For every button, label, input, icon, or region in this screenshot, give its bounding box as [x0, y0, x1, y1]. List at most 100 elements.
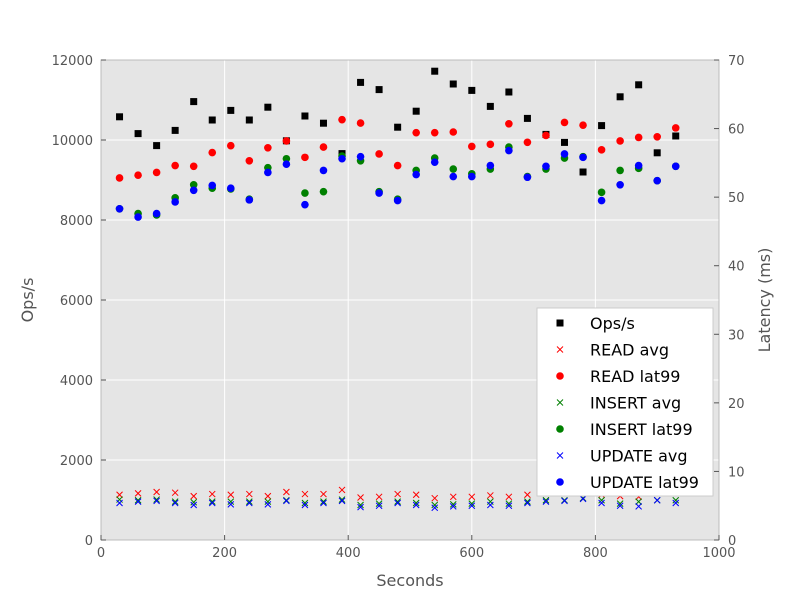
update-lat99-point	[597, 196, 606, 205]
update-lat99-point	[134, 213, 142, 221]
grid	[100, 59, 720, 541]
update-lat99-point	[338, 154, 346, 163]
legend-marker-update-lat99	[556, 478, 564, 486]
ops-s-point	[245, 116, 253, 124]
x-tick-label: 0	[97, 546, 105, 561]
update-avg-point	[245, 499, 253, 507]
update-lat99-point	[486, 161, 495, 170]
data-points	[115, 67, 680, 512]
update-avg-point	[505, 502, 513, 510]
insert-lat99-point	[282, 154, 291, 163]
ops-s-point	[116, 113, 124, 121]
insert-avg-point	[375, 500, 383, 508]
insert-avg-point	[171, 498, 179, 505]
read-avg-point	[116, 491, 123, 499]
update-avg-point	[635, 503, 643, 510]
ops-s-point	[208, 116, 216, 124]
read-lat99-point	[486, 140, 495, 149]
insert-avg-point	[542, 496, 550, 504]
y-tick-label: 12000	[52, 54, 93, 69]
ops-s-point	[153, 142, 161, 150]
update-avg-point	[190, 501, 198, 509]
ops-s-point	[431, 67, 439, 75]
read-lat99-point	[189, 162, 198, 171]
y2-tick-label: 50	[728, 191, 745, 206]
read-lat99-point	[152, 168, 161, 177]
read-lat99-point	[393, 161, 402, 170]
insert-avg-point	[505, 500, 513, 508]
ops-s-point	[264, 103, 272, 111]
ops-s-point	[394, 123, 402, 131]
update-avg-point	[153, 497, 160, 505]
update-lat99-point	[430, 158, 439, 166]
y-tick-label: 4000	[60, 374, 93, 389]
update-avg-point	[449, 503, 457, 510]
read-avg-point	[486, 492, 494, 499]
insert-avg-point	[598, 496, 605, 504]
update-avg-point	[320, 499, 327, 507]
read-avg-point	[431, 494, 439, 502]
ops-s-point	[190, 98, 198, 106]
update-lat99-point	[171, 198, 179, 206]
read-lat99-point	[356, 119, 365, 127]
ops-s-point	[319, 119, 327, 127]
update-avg-point	[561, 497, 568, 505]
insert-avg-point	[134, 496, 142, 504]
read-lat99-point	[542, 131, 550, 140]
insert-lat99-point	[301, 189, 309, 197]
update-lat99-point	[375, 189, 383, 197]
ops-s-point	[598, 122, 606, 130]
update-avg-point	[227, 500, 235, 508]
update-avg-point	[653, 496, 661, 504]
read-lat99-point	[671, 124, 680, 132]
read-lat99-point	[634, 133, 643, 142]
update-lat99-point	[301, 200, 309, 209]
update-lat99-point	[115, 205, 124, 213]
insert-avg-point	[301, 499, 309, 507]
update-avg-point	[598, 499, 605, 507]
read-lat99-point	[449, 128, 458, 136]
read-lat99-point	[375, 150, 383, 158]
read-lat99-point	[616, 137, 624, 145]
y-tick-label: 6000	[60, 294, 93, 309]
update-lat99-point	[264, 168, 272, 177]
ops-s-point	[523, 114, 531, 122]
update-avg-point	[468, 502, 476, 510]
insert-avg-point	[245, 498, 253, 505]
insert-avg-point	[635, 498, 643, 505]
update-avg-point	[412, 501, 420, 509]
y2-tick-label: 20	[728, 397, 745, 412]
read-lat99-point	[523, 138, 532, 147]
update-lat99-point	[393, 196, 402, 205]
read-lat99-point	[338, 115, 346, 124]
read-avg-point	[171, 489, 179, 497]
ops-s-point	[672, 132, 680, 140]
x-tick-label: 200	[212, 546, 237, 561]
update-avg-point	[116, 499, 123, 507]
read-avg-point	[264, 492, 272, 500]
insert-avg-point	[616, 500, 624, 508]
insert-lat99-point	[616, 166, 624, 175]
update-lat99-point	[542, 162, 550, 171]
legend-label-update-lat99: UPDATE lat99	[590, 473, 699, 492]
update-lat99-point	[579, 153, 587, 162]
legend-marker-read-avg	[556, 346, 564, 353]
update-avg-point	[524, 499, 531, 507]
ops-s-point	[227, 106, 235, 114]
legend-box	[536, 307, 714, 497]
ops-s-point	[171, 126, 179, 134]
legend-label-read-lat99: READ lat99	[590, 367, 680, 386]
update-lat99-point	[449, 172, 458, 181]
update-lat99-point	[208, 181, 217, 190]
insert-avg-point	[338, 496, 346, 503]
update-lat99-point	[671, 162, 680, 171]
y-tick-label: 2000	[60, 454, 93, 469]
read-lat99-point	[653, 133, 661, 141]
y2-tick-label: 60	[728, 123, 745, 138]
read-avg-point	[320, 490, 327, 498]
insert-avg-point	[468, 500, 476, 508]
y-tick-label: 0	[85, 534, 93, 549]
ops-s-point	[357, 78, 365, 86]
update-lat99-point	[319, 166, 328, 175]
